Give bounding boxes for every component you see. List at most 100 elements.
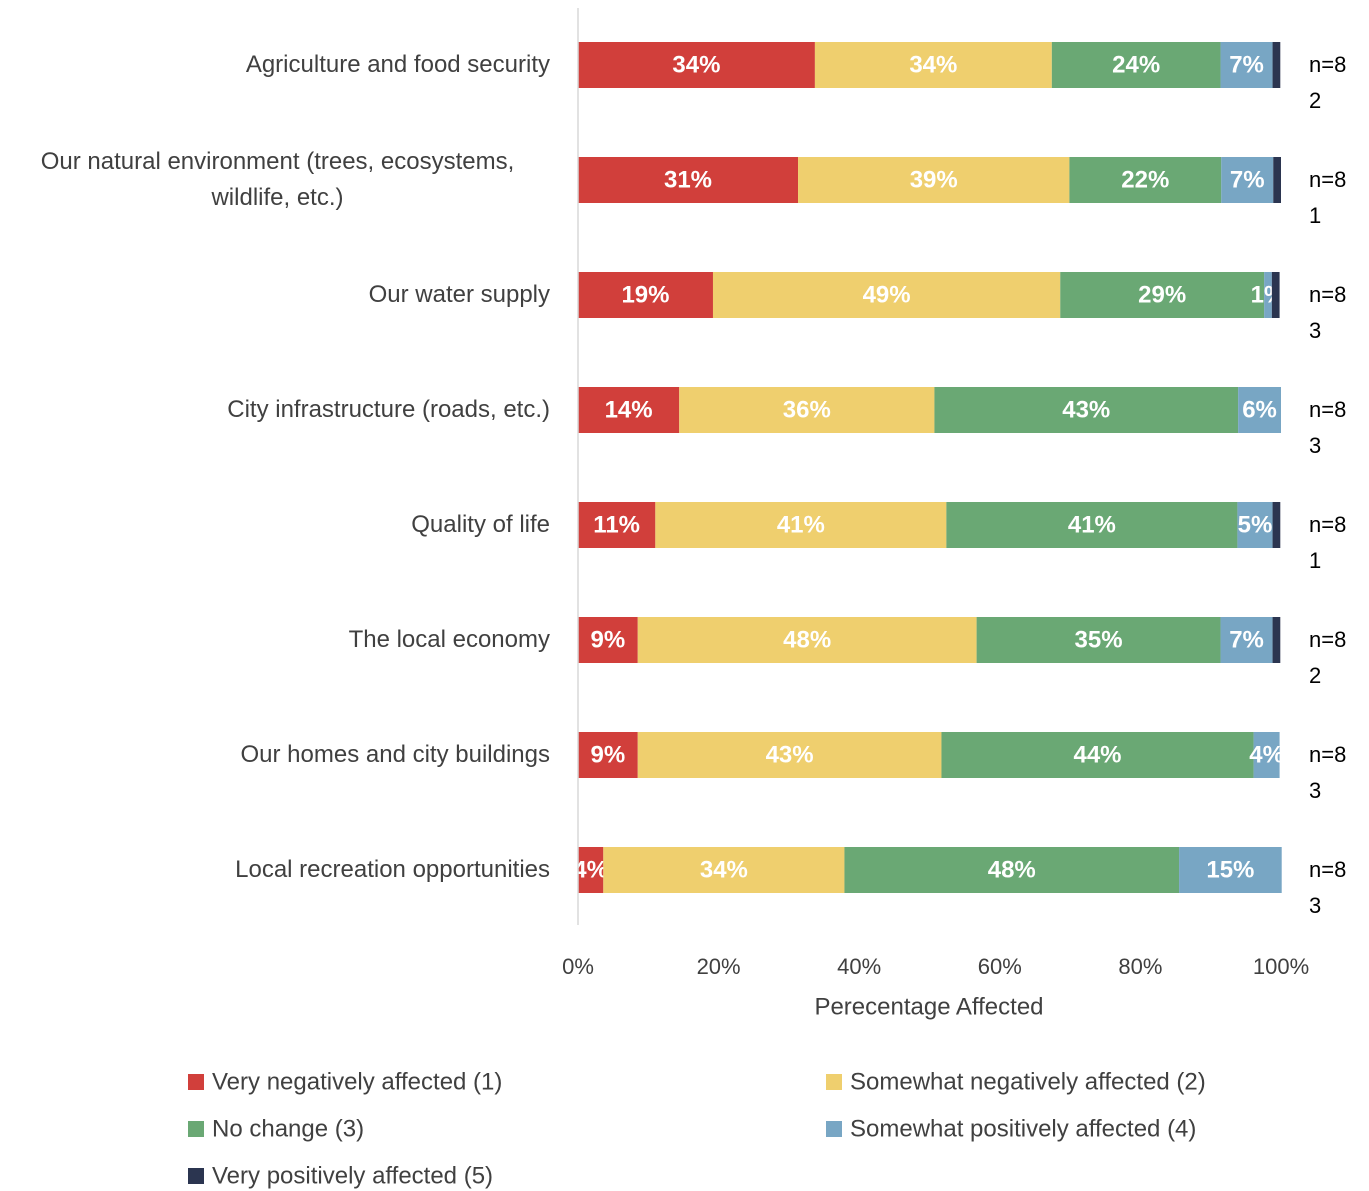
bar-segment	[934, 387, 1239, 433]
category-label: Our homes and city buildings	[240, 741, 551, 768]
value-label: 4%	[573, 856, 608, 883]
bar-segment	[578, 502, 656, 548]
value-label: 6%	[1242, 396, 1277, 423]
category-label: Agriculture and food security	[245, 51, 550, 78]
bar-segment	[1273, 157, 1281, 203]
bar-segment	[1272, 617, 1281, 663]
bar-segment	[578, 847, 604, 893]
bar-segment	[637, 617, 977, 663]
category-label: City infrastructure (roads, etc.)	[227, 396, 550, 423]
bar-segment	[1237, 502, 1273, 548]
n-label: n=83	[1309, 282, 1347, 343]
bar-segment	[1220, 42, 1273, 88]
bar-segment	[1060, 272, 1265, 318]
bar-segment	[655, 502, 947, 548]
bar-segment	[1272, 502, 1281, 548]
legend-label: Somewhat positively affected (4)	[850, 1115, 1196, 1142]
category-label: The local economy	[348, 626, 550, 653]
category-label: Local recreation opportunities	[235, 856, 550, 883]
bar-segment	[578, 42, 815, 88]
value-label: 11%	[593, 511, 640, 538]
value-label: 31%	[664, 166, 712, 193]
n-label: n=83	[1309, 742, 1347, 803]
value-label: 7%	[1229, 51, 1264, 78]
value-label: 43%	[1062, 396, 1110, 423]
value-label: 48%	[783, 626, 831, 653]
bar-segment	[578, 272, 713, 318]
bar-segment	[1221, 157, 1274, 203]
n-label: n=83	[1309, 857, 1347, 918]
bar-segment	[603, 847, 845, 893]
category-label: Our natural environment (trees, ecosyste…	[40, 148, 515, 211]
bar-segment	[1264, 272, 1272, 318]
value-label: 5%	[1238, 511, 1273, 538]
value-label: 14%	[605, 396, 653, 423]
value-label: 41%	[777, 511, 825, 538]
x-tick-label: 0%	[562, 954, 594, 979]
value-label: 9%	[591, 626, 626, 653]
x-tick-label: 100%	[1253, 954, 1309, 979]
n-label: n=83	[1309, 397, 1347, 458]
bar-segment	[1271, 272, 1280, 318]
bar-segment	[976, 617, 1221, 663]
n-label: n=81	[1309, 167, 1347, 228]
n-label: n=82	[1309, 627, 1347, 688]
bar-segment	[578, 387, 680, 433]
bar-segment	[844, 847, 1180, 893]
value-label: 19%	[621, 281, 669, 308]
bar-segment	[1051, 42, 1221, 88]
bar-segment	[1179, 847, 1282, 893]
x-tick-label: 20%	[697, 954, 741, 979]
category-label: Quality of life	[411, 511, 550, 538]
category-label: Our water supply	[368, 281, 550, 308]
bar-segment	[798, 157, 1070, 203]
legend-label: Somewhat negatively affected (2)	[850, 1068, 1206, 1095]
legend-swatch	[188, 1121, 204, 1137]
bar-segment	[578, 157, 799, 203]
x-tick-label: 60%	[978, 954, 1022, 979]
bar-segment	[712, 272, 1061, 318]
x-tick-label: 40%	[837, 954, 881, 979]
bar-segment	[1238, 387, 1281, 433]
legend-label: Very negatively affected (1)	[212, 1068, 502, 1095]
value-label: 7%	[1229, 626, 1264, 653]
legend-swatch	[188, 1074, 204, 1090]
value-label: 36%	[783, 396, 831, 423]
bar-segment	[637, 732, 942, 778]
value-label: 34%	[672, 51, 720, 78]
value-label: 15%	[1206, 856, 1254, 883]
legend-label: Very positively affected (5)	[212, 1162, 493, 1189]
value-label: 35%	[1075, 626, 1123, 653]
bar-segment	[946, 502, 1238, 548]
bar-segment	[1220, 617, 1273, 663]
value-label: 44%	[1073, 741, 1121, 768]
value-label: 41%	[1068, 511, 1116, 538]
bar-segment	[1069, 157, 1222, 203]
legend-swatch	[188, 1168, 204, 1184]
legend-label: No change (3)	[212, 1115, 364, 1142]
bar-segment	[814, 42, 1052, 88]
bar-segment	[941, 732, 1254, 778]
value-label: 1%	[1251, 281, 1286, 308]
value-label: 29%	[1138, 281, 1186, 308]
value-label: 22%	[1121, 166, 1169, 193]
x-axis-title: Perecentage Affected	[814, 993, 1043, 1020]
bar-segment	[1253, 732, 1280, 778]
x-tick-label: 80%	[1118, 954, 1162, 979]
bar-segment	[578, 617, 638, 663]
value-label: 43%	[766, 741, 814, 768]
value-label: 49%	[863, 281, 911, 308]
value-label: 4%	[1249, 741, 1284, 768]
n-label: n=82	[1309, 52, 1347, 113]
bar-segment	[578, 732, 638, 778]
value-label: 34%	[909, 51, 957, 78]
value-label: 39%	[910, 166, 958, 193]
value-label: 48%	[988, 856, 1036, 883]
value-label: 24%	[1112, 51, 1160, 78]
legend-swatch	[826, 1074, 842, 1090]
legend-swatch	[826, 1121, 842, 1137]
bar-segment	[679, 387, 935, 433]
value-label: 34%	[700, 856, 748, 883]
